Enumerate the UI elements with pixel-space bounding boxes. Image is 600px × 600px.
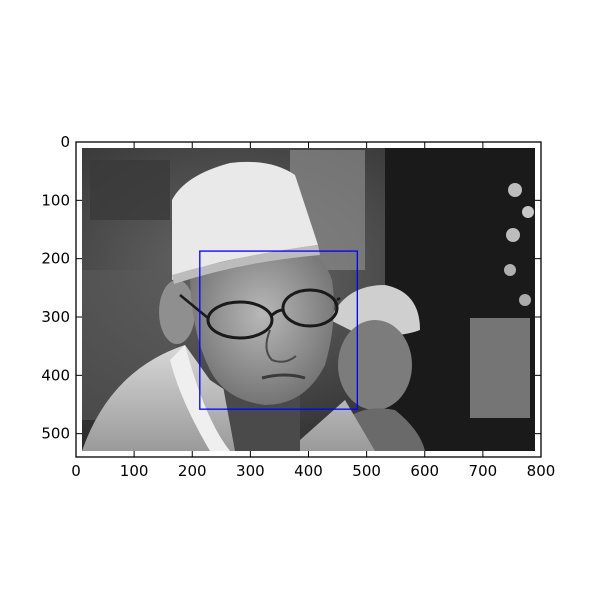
y-axis: 0 100 200 300 400 500: [41, 133, 541, 443]
y-tick-label: 300: [41, 308, 70, 326]
x-tick-label: 800: [527, 462, 556, 480]
x-tick-label: 100: [120, 462, 149, 480]
y-tick-label: 500: [41, 425, 70, 443]
y-tick-label: 0: [60, 133, 70, 151]
y-tick-label: 100: [41, 191, 70, 209]
x-tick-label: 700: [469, 462, 498, 480]
x-tick-label: 500: [352, 462, 381, 480]
bounding-box: [199, 250, 358, 410]
x-tick-label: 600: [410, 462, 439, 480]
y-tick-label: 200: [41, 250, 70, 268]
y-tick-label: 400: [41, 366, 70, 384]
x-tick-label: 400: [294, 462, 323, 480]
x-tick-label: 0: [71, 462, 81, 480]
x-tick-label: 300: [236, 462, 265, 480]
x-axis: 0 100 200 300 400 500 600 700 800: [71, 142, 555, 480]
x-tick-label: 200: [178, 462, 207, 480]
